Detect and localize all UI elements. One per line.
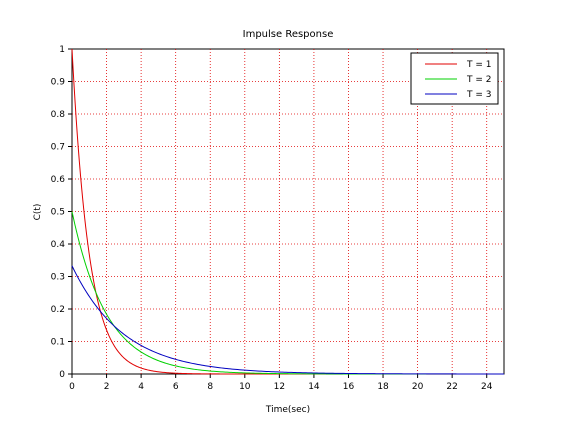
x-tick-label: 10 bbox=[239, 382, 251, 392]
legend-label: T = 1 bbox=[466, 60, 492, 70]
y-axis-label: C(t) bbox=[33, 204, 43, 221]
legend-label: T = 2 bbox=[466, 75, 492, 85]
series-line-3 bbox=[71, 265, 504, 375]
y-tick-label: 0.4 bbox=[51, 240, 66, 250]
x-tick-label: 6 bbox=[173, 382, 179, 392]
y-tick-label: 0.6 bbox=[51, 175, 66, 185]
x-tick-label: 4 bbox=[138, 382, 144, 392]
y-tick-label: 0.5 bbox=[51, 208, 65, 218]
y-tick-label: 0.1 bbox=[51, 338, 65, 348]
x-tick-label: 8 bbox=[207, 382, 213, 392]
series-lines bbox=[71, 48, 504, 375]
x-axis-label: Time(sec) bbox=[265, 405, 310, 415]
y-tick-label: 0 bbox=[59, 370, 65, 380]
legend: T = 1 T = 2 T = 3 bbox=[410, 52, 499, 105]
y-tick-label: 0.7 bbox=[51, 143, 65, 153]
y-tick-label: 0.8 bbox=[51, 110, 66, 120]
y-tick-label: 0.9 bbox=[51, 78, 66, 88]
legend-label: T = 3 bbox=[466, 90, 492, 100]
y-tick-label: 1 bbox=[59, 45, 65, 55]
x-tick-label: 18 bbox=[377, 382, 389, 392]
x-tick-label: 2 bbox=[104, 382, 110, 392]
x-tick-label: 20 bbox=[412, 382, 424, 392]
chart-title: Impulse Response bbox=[243, 29, 334, 40]
y-axis-ticks: 0 0.1 0.2 0.3 0.4 0.5 0.6 0.7 0.8 0.9 1 bbox=[51, 45, 72, 380]
y-tick-label: 0.2 bbox=[51, 305, 65, 315]
x-tick-label: 22 bbox=[446, 382, 457, 392]
x-tick-label: 0 bbox=[69, 382, 75, 392]
y-tick-label: 0.3 bbox=[51, 273, 65, 283]
x-tick-label: 16 bbox=[343, 382, 355, 392]
x-tick-label: 14 bbox=[308, 382, 320, 392]
x-axis-ticks: 0 2 4 6 8 10 12 14 16 18 20 22 24 bbox=[69, 374, 493, 392]
x-tick-label: 24 bbox=[481, 382, 493, 392]
x-tick-label: 12 bbox=[274, 382, 285, 392]
